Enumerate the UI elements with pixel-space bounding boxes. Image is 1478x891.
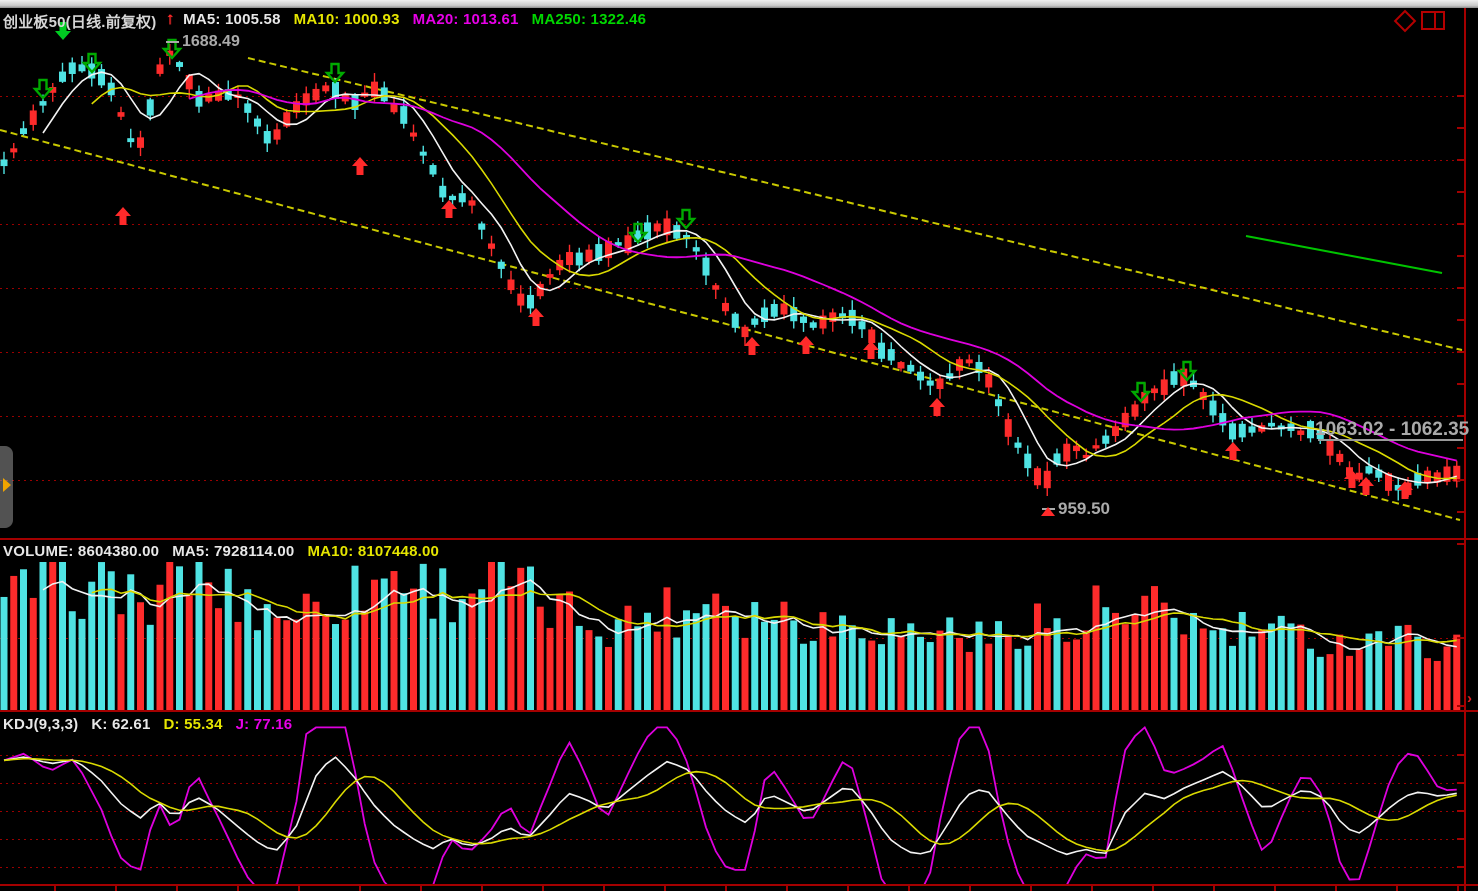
volume-value: VOLUME: 8604380.00: [3, 543, 160, 560]
bottom-axis-line: [0, 884, 1478, 886]
main-chart-header: 创业板50(日线.前复权) ↑ MA5: 1005.58 MA10: 1000.…: [3, 9, 647, 32]
kdj-d-value: D: 55.34: [163, 716, 223, 733]
expand-triangle-icon: [3, 478, 11, 492]
window-restore-icon[interactable]: [1421, 11, 1445, 30]
volume-header: VOLUME: 8604380.00 MA5: 7928114.00 MA10:…: [3, 543, 439, 560]
ma10-value: MA10: 1000.93: [293, 11, 400, 28]
kdj-header: KDJ(9,3,3) K: 62.61 D: 55.34 J: 77.16: [3, 716, 292, 733]
kdj-k-value: K: 62.61: [91, 716, 151, 733]
kdj-indicator-name: KDJ(9,3,3): [3, 716, 79, 733]
window-top-edge: [0, 0, 1478, 8]
panel-splitter-volume-kdj[interactable]: [0, 710, 1478, 712]
ma250-value: MA250: 1322.46: [531, 11, 647, 28]
right-panel-expander-icon[interactable]: ›: [1467, 690, 1472, 707]
annotation-dash: [166, 41, 179, 43]
kdj-j-value: J: 77.16: [235, 716, 293, 733]
signal-up-arrow-icon: ↑: [165, 9, 175, 28]
low-point-triangle-marker: [1041, 507, 1055, 516]
price-range-line: [1318, 439, 1463, 441]
symbol-title: 创业板50(日线.前复权): [3, 14, 157, 31]
volume-ma5-value: MA5: 7928114.00: [172, 543, 295, 560]
kdj-indicator-chart[interactable]: [0, 714, 1478, 891]
ma5-value: MA5: 1005.58: [183, 11, 281, 28]
ma20-value: MA20: 1013.61: [412, 11, 519, 28]
volume-chart[interactable]: [0, 540, 1478, 710]
price-range-annotation: 1063.02 - 1062.35: [1315, 419, 1470, 440]
volume-ma10-value: MA10: 8107448.00: [307, 543, 440, 560]
panel-splitter-main-volume[interactable]: [0, 538, 1478, 540]
right-price-axis: [1464, 30, 1466, 891]
main-candlestick-chart[interactable]: [0, 8, 1478, 538]
left-panel-expand-handle[interactable]: [0, 446, 13, 528]
high-price-annotation: 1688.49: [166, 33, 240, 51]
